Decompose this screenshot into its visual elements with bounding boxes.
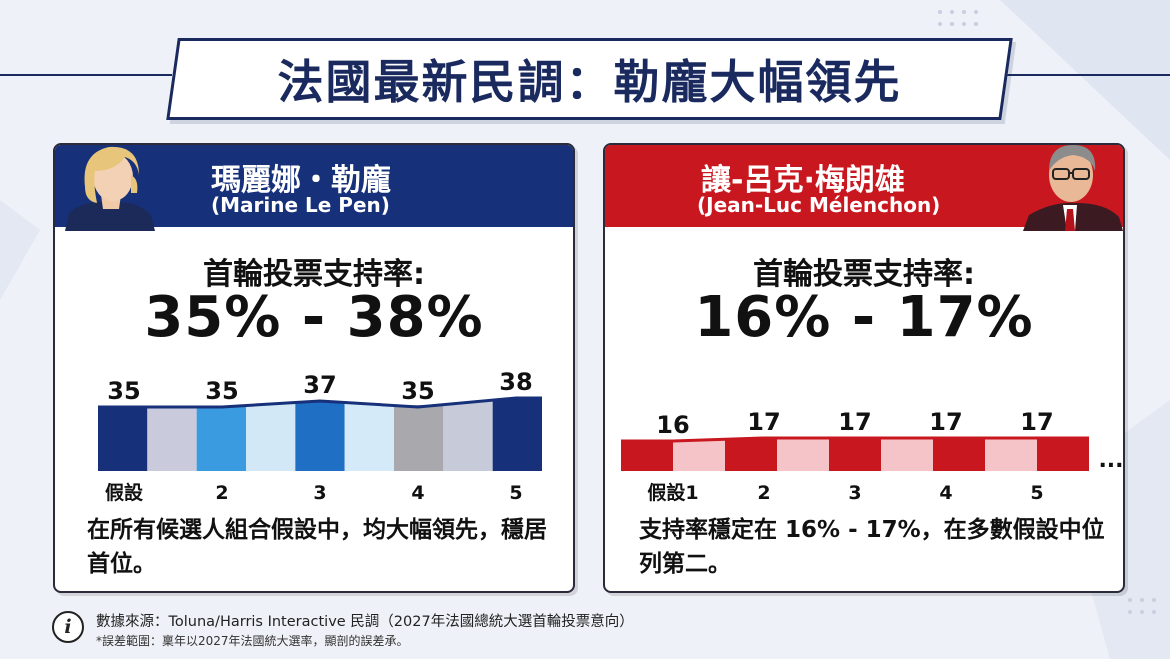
data-label: 38 [499, 368, 532, 396]
bar-segment [344, 402, 394, 471]
bar-segment [295, 402, 345, 471]
bar-segment [829, 438, 881, 471]
category-label: 4 [411, 482, 424, 504]
trend-line [98, 396, 542, 409]
page-title: 法國最新民調：勒龐大幅領先 [277, 55, 902, 109]
candidate-name: 讓-呂克·梅朗雄 [701, 163, 905, 198]
le-pen-portrait [65, 146, 155, 231]
melenchon-bar-chart: 16 假設1 17 2 17 3 17 4 17 5... [621, 408, 1123, 504]
bar-segment [621, 441, 673, 471]
bar-segment [881, 438, 933, 471]
candidate-description: 支持率穩定在 16% - 17%，在多數假設中位列第二。 [639, 517, 1105, 577]
bar-segment [147, 407, 197, 471]
data-label: 16 [656, 411, 689, 439]
category-label: 假設1 [647, 481, 698, 504]
bar-segment [673, 439, 725, 471]
candidate-name-latin: (Marine Le Pen) [211, 193, 390, 217]
candidate-card-le-pen: 瑪麗娜・勒龐 (Marine Le Pen) 首輪投票支持率: 35% - 38… [53, 143, 575, 593]
trend-line [621, 436, 1089, 443]
category-label: 4 [939, 482, 952, 504]
rate-label: 首輪投票支持率: [203, 257, 425, 292]
bar-segment [985, 438, 1037, 471]
bar-segment [443, 400, 493, 471]
data-label: 37 [303, 371, 336, 399]
category-label: 3 [848, 482, 861, 504]
category-label: 5 [509, 482, 522, 504]
continuation-marker: ... [1098, 448, 1123, 473]
category-label: 2 [215, 482, 228, 504]
data-label: 17 [1020, 408, 1053, 436]
data-label: 35 [107, 377, 140, 405]
data-label: 17 [747, 408, 780, 436]
le-pen-bar-chart: 35 假設 35 2 37 3 35 4 38 5 [98, 368, 542, 504]
category-label: 5 [1030, 482, 1043, 504]
candidate-card-melenchon: 讓-呂克·梅朗雄 (Jean-Luc Mélenchon) 首輪投票支持率: 1… [603, 143, 1125, 593]
bar-segment [777, 438, 829, 471]
margin-of-error-note: *誤差範圍：稟年以2027年法國統大選率，顯剖的誤差承。 [96, 634, 409, 648]
melenchon-portrait [1023, 145, 1123, 231]
data-label: 17 [838, 408, 871, 436]
rate-range: 35% - 38% [144, 285, 484, 350]
category-label: 假設 [105, 481, 144, 504]
bar-segment [1037, 438, 1089, 471]
candidate-name-latin: (Jean-Luc Mélenchon) [697, 193, 941, 217]
source-note: 數據來源：Toluna/Harris Interactive 民調（2027年法… [96, 614, 634, 630]
bar-segment [725, 438, 777, 471]
data-label: 35 [205, 377, 238, 405]
rate-range: 16% - 17% [694, 285, 1034, 350]
title-rule-right [1007, 74, 1170, 76]
bar-segment [933, 438, 985, 471]
bar-segment [394, 404, 444, 471]
bar-segment [98, 407, 148, 471]
title-rule-left [0, 74, 172, 76]
data-label: 17 [929, 408, 962, 436]
bar-segment [246, 402, 296, 471]
data-label: 35 [401, 377, 434, 405]
category-label: 2 [757, 482, 770, 504]
candidate-name: 瑪麗娜・勒龐 [211, 163, 391, 198]
category-label: 3 [313, 482, 326, 504]
rate-label: 首輪投票支持率: [753, 257, 975, 292]
info-icon: i [52, 611, 84, 643]
bar-segment [492, 398, 542, 471]
candidate-description: 在所有候選人組合假設中，均大幅領先，穩居首位。 [87, 517, 547, 577]
bar-segment [196, 405, 246, 471]
